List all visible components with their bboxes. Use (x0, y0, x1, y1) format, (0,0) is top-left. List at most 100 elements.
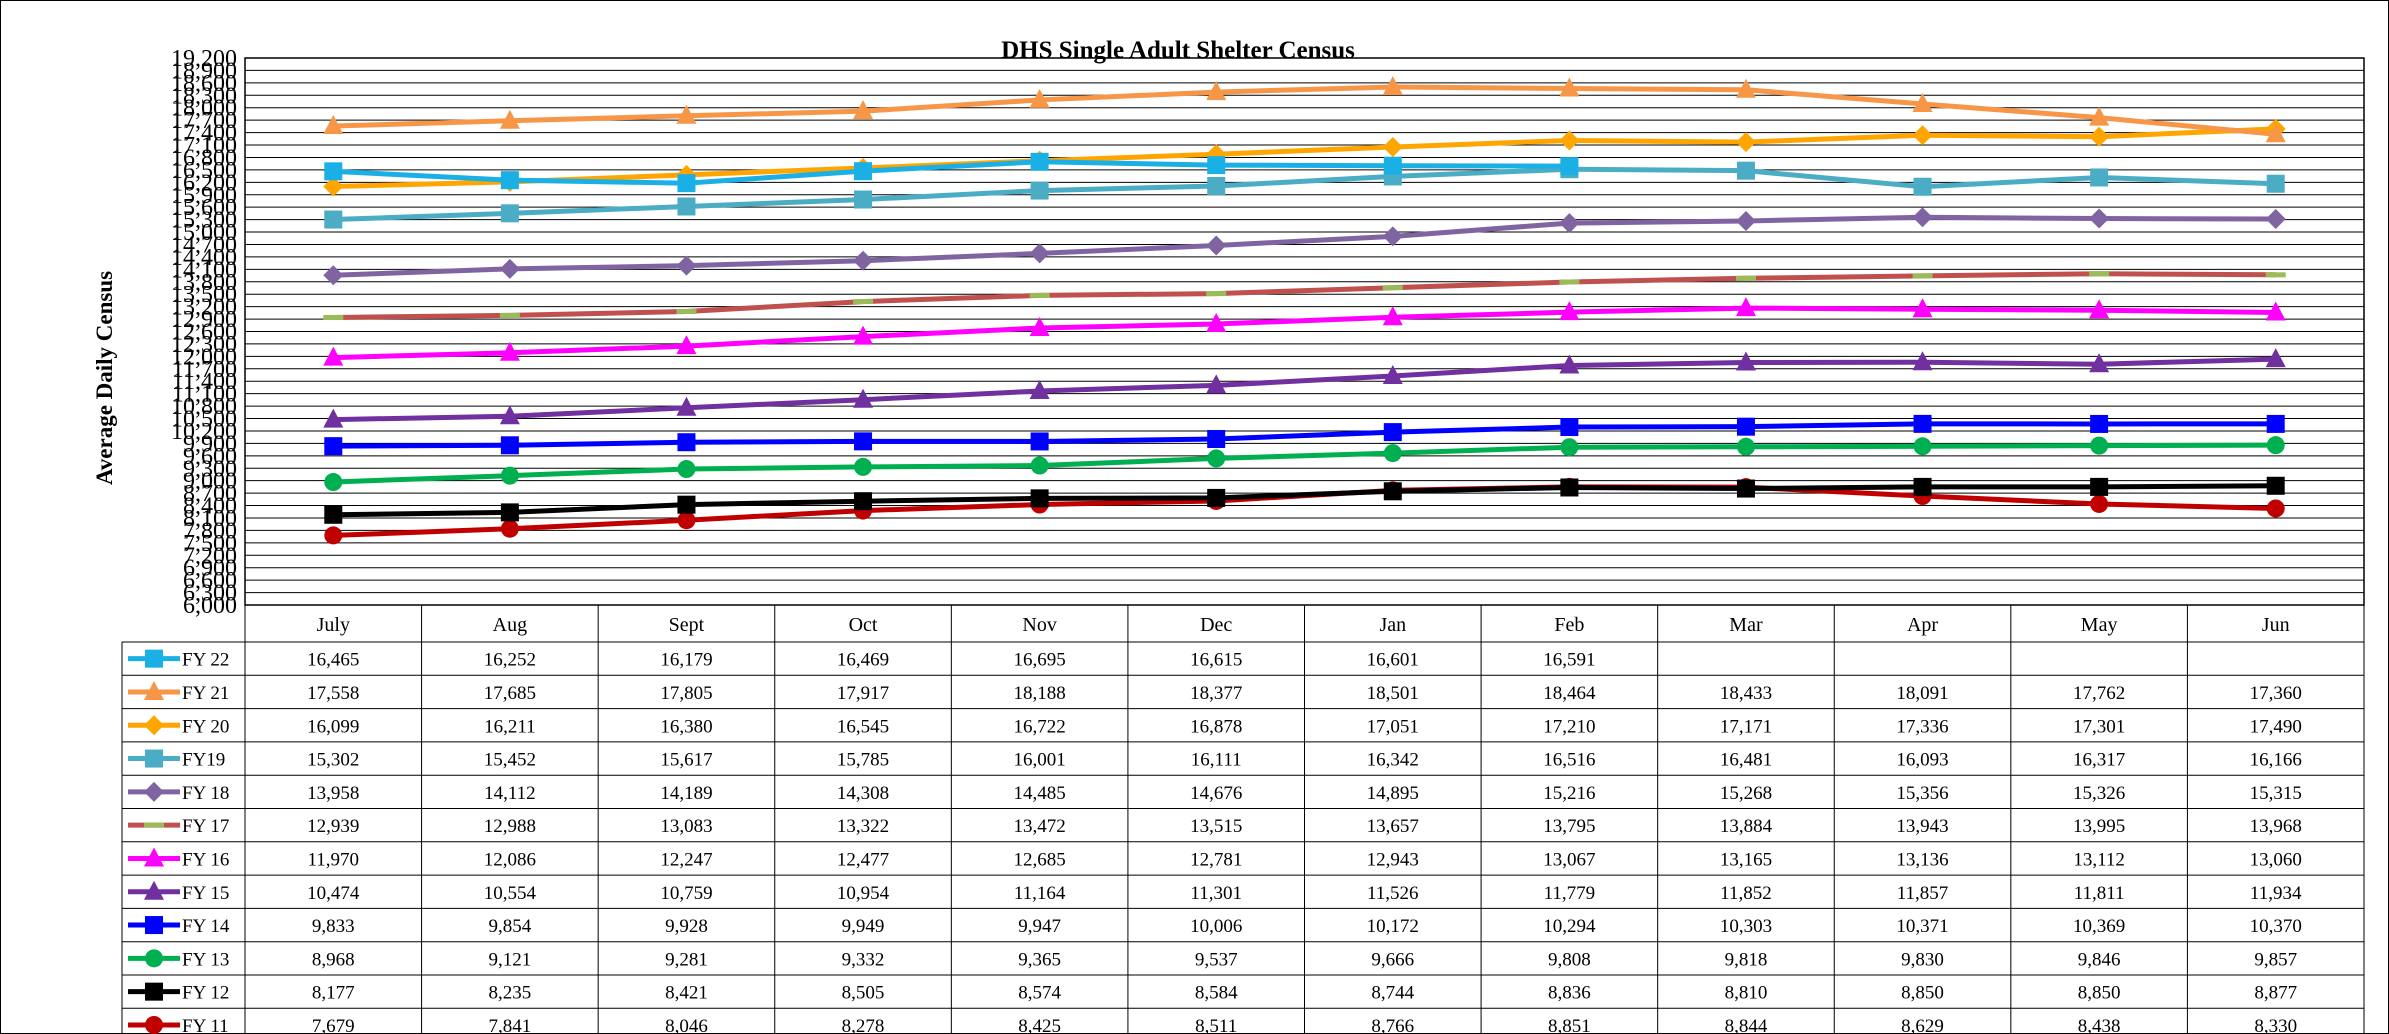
table-cell: 9,857 (2254, 949, 2297, 970)
table-cell: 17,805 (660, 683, 712, 704)
series-fy-15 (323, 348, 2286, 428)
data-point-fy-14 (2090, 414, 2109, 433)
data-point-fy-12 (1383, 482, 1402, 501)
legend-marker-fy-16 (144, 847, 164, 867)
table-cell: 13,995 (2073, 816, 2125, 837)
data-point-fy19 (1913, 177, 1932, 196)
table-cell: 8,629 (1901, 1016, 1944, 1034)
table-cell: 16,093 (1896, 750, 1948, 771)
table-cell: 7,841 (489, 1016, 532, 1034)
data-point-fy-16 (853, 325, 874, 345)
table-cell: 8,836 (1548, 983, 1591, 1004)
table-cell: 13,795 (1543, 816, 1595, 837)
y-tick-label: 16,500 (171, 158, 237, 184)
legend-label-fy-16: FY 16 (182, 849, 229, 870)
table-cell: 10,954 (837, 883, 890, 904)
data-point-fy-18 (676, 255, 697, 276)
table-cell: 17,051 (1367, 716, 1419, 737)
data-point-fy-14 (1913, 414, 1932, 433)
table-cell: 16,722 (1014, 716, 1066, 737)
data-point-fy-20 (1735, 132, 1756, 153)
table-cell: 14,308 (837, 783, 889, 804)
y-tick-label: 14,100 (171, 257, 237, 283)
y-tick-label: 18,300 (171, 83, 237, 109)
data-point-fy-18 (1382, 226, 1403, 247)
data-point-fy-21 (499, 109, 520, 129)
y-tick-label: 15,900 (171, 183, 237, 209)
y-tick-label: 14,700 (171, 232, 237, 258)
table-cell: 8,425 (1018, 1016, 1061, 1034)
data-point-fy-16 (1382, 306, 1403, 326)
table-cell: 11,526 (1367, 883, 1419, 904)
table-cell: 17,171 (1720, 716, 1772, 737)
table-cell: 12,477 (837, 849, 889, 870)
legend-label-fy-21: FY 21 (182, 683, 229, 704)
y-tick-label: 9,300 (183, 456, 237, 482)
table-cell: 8,177 (312, 983, 355, 1004)
gridlines (244, 57, 2365, 606)
table-cell: 8,851 (1548, 1016, 1591, 1034)
data-point-fy-12 (2090, 477, 2109, 496)
table-cell: 17,558 (307, 683, 359, 704)
y-tick-label: 7,200 (183, 543, 237, 569)
data-point-fy-18 (1912, 207, 1933, 228)
data-point-fy-20 (323, 176, 344, 197)
table-cell: 13,165 (1720, 849, 1772, 870)
table-cell: 8,278 (842, 1016, 885, 1034)
table-cell: 17,685 (484, 683, 536, 704)
data-point-fy-17 (853, 299, 874, 305)
legend-marker-fy-21 (144, 680, 164, 700)
table-cell: 10,554 (484, 883, 537, 904)
table-cell: 10,006 (1190, 916, 1242, 937)
data-point-fy-18 (1206, 235, 1227, 256)
y-tick-label: 10,800 (171, 394, 237, 420)
table-cell: 17,336 (1896, 716, 1948, 737)
y-tick-label: 7,800 (183, 518, 237, 544)
data-point-fy-15 (499, 405, 520, 425)
table-cell: 10,474 (307, 883, 360, 904)
y-tick-labels: 6,0006,3006,6006,9007,2007,5007,8008,100… (171, 46, 237, 619)
table-cell: 16,545 (837, 716, 889, 737)
table-cell: 13,472 (1014, 816, 1066, 837)
y-tick-label: 11,100 (172, 382, 237, 408)
y-tick-label: 19,200 (171, 46, 237, 72)
data-point-fy-17 (1382, 285, 1403, 291)
data-point-fy-12 (854, 492, 873, 511)
legend-label-fy-17: FY 17 (182, 816, 229, 837)
table-cell: 16,252 (484, 650, 536, 671)
data-point-fy-16 (1206, 312, 1227, 332)
table-cell: 8,235 (489, 983, 532, 1004)
series-line-fy-12 (333, 483, 2276, 518)
legend-marker-fy-14 (145, 916, 163, 935)
table-cell: 13,136 (1896, 849, 1948, 870)
y-tick-label: 9,600 (183, 444, 237, 470)
data-point-fy-13 (1560, 438, 1579, 457)
y-tick-label: 15,000 (171, 220, 237, 246)
table-cell: 10,371 (1896, 916, 1948, 937)
data-point-fy-15 (1559, 354, 1580, 374)
y-tick-label: 15,300 (171, 208, 237, 234)
table-cell: 8,968 (312, 949, 355, 970)
legend-label-fy-22: FY 22 (182, 650, 229, 671)
table-cell: 15,785 (837, 750, 889, 771)
data-point-fy19 (324, 210, 343, 229)
data-point-fy19 (2266, 174, 2285, 193)
category-label-mar: Mar (1729, 614, 1763, 636)
data-point-fy-17 (499, 312, 520, 318)
table-cell: 15,315 (2250, 783, 2302, 804)
data-table: July Aug Sept Oct Nov Dec Jan Feb Mar Apr May Jun FY… (121, 605, 2365, 1034)
data-point-fy-20 (1382, 137, 1403, 158)
table-cell: 15,216 (1543, 783, 1595, 804)
data-point-fy-17 (1206, 291, 1227, 297)
table-cell: 15,326 (2073, 783, 2125, 804)
table-cell: 12,086 (484, 849, 536, 870)
table-cell: 18,091 (1896, 683, 1948, 704)
data-point-fy-21 (1559, 77, 1580, 97)
category-label-dec: Dec (1200, 614, 1232, 636)
table-cell: 16,166 (2250, 750, 2302, 771)
table-cell: 16,179 (660, 650, 712, 671)
data-point-fy19 (854, 190, 873, 209)
legend-label-fy-13: FY 13 (182, 949, 229, 970)
data-point-fy-12 (2266, 476, 2285, 495)
table-cell: 13,112 (2073, 849, 2125, 870)
